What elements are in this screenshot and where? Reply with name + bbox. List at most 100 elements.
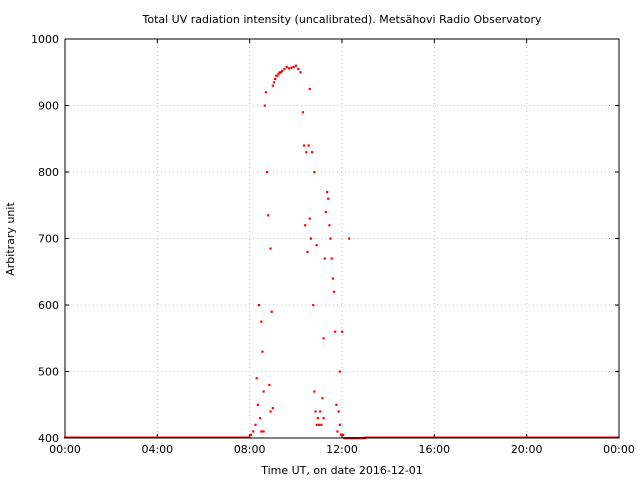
data-point: [306, 250, 309, 253]
data-point: [290, 66, 293, 69]
x-tick-label: 20:00: [511, 443, 543, 456]
data-point: [313, 390, 316, 393]
data-point: [274, 77, 277, 81]
data-point: [337, 410, 340, 413]
data-point: [312, 304, 315, 307]
data-point: [322, 417, 325, 420]
data-point: [338, 370, 341, 373]
data-point: [305, 151, 308, 154]
data-point: [269, 410, 272, 413]
data-point: [335, 403, 338, 406]
data-point: [287, 67, 291, 70]
data-point: [257, 304, 261, 307]
x-tick-label: 12:00: [326, 443, 358, 456]
x-tick-label: 08:00: [234, 443, 266, 456]
data-point: [315, 244, 318, 247]
data-point: [256, 403, 259, 406]
data-point: [301, 111, 304, 114]
data-point: [322, 337, 325, 340]
grid-lines: [65, 39, 619, 438]
data-point: [252, 430, 255, 433]
data-point: [319, 410, 322, 413]
y-axis-label: Arbitrary unit: [4, 202, 17, 276]
data-point: [314, 410, 317, 413]
y-tick-label: 400: [38, 432, 59, 445]
x-tick-label: 00:00: [603, 443, 635, 456]
data-point: [271, 84, 274, 87]
data-point: [341, 433, 344, 436]
data-point: [254, 423, 257, 426]
y-tick-label: 900: [38, 100, 59, 113]
data-point: [317, 423, 321, 426]
data-point: [285, 65, 288, 69]
data-points: [249, 64, 367, 440]
data-point: [260, 430, 263, 433]
data-point: [261, 350, 264, 353]
data-point: [342, 433, 345, 436]
data-point: [323, 257, 326, 260]
x-tick-label: 00:00: [49, 443, 81, 456]
data-point: [310, 151, 314, 154]
chart-title: Total UV radiation intensity (uncalibrat…: [142, 13, 542, 26]
data-point: [309, 237, 313, 240]
data-point: [308, 87, 311, 91]
data-point: [313, 171, 316, 174]
data-point: [332, 290, 336, 293]
data-point: [275, 74, 278, 77]
y-tick-label: 800: [38, 166, 59, 179]
data-point: [263, 104, 266, 107]
data-point: [341, 330, 344, 333]
data-point: [321, 397, 324, 400]
y-tick-label: 1000: [31, 33, 59, 46]
y-tick-label: 500: [38, 366, 59, 379]
data-point: [329, 237, 332, 240]
data-point: [347, 237, 351, 240]
data-point: [302, 144, 306, 147]
data-point: [255, 377, 258, 380]
data-point: [339, 433, 343, 436]
data-point: [269, 247, 272, 250]
data-point: [259, 417, 262, 420]
data-point: [336, 430, 339, 433]
data-point: [270, 310, 273, 313]
data-point: [278, 71, 281, 74]
data-point: [307, 144, 310, 147]
data-point: [292, 65, 295, 69]
data-point: [249, 433, 253, 436]
data-point: [294, 64, 298, 67]
data-point: [283, 67, 286, 71]
data-point: [331, 277, 334, 280]
y-tick-label: 700: [38, 233, 59, 246]
plot-frame: [64, 38, 620, 439]
data-point: [334, 330, 337, 333]
data-point: [268, 383, 271, 386]
x-tick-label: 16:00: [418, 443, 450, 456]
data-point: [276, 74, 279, 77]
data-point: [315, 423, 318, 426]
data-point: [325, 190, 329, 194]
data-point: [304, 224, 307, 227]
data-point: [320, 423, 323, 426]
data-point: [338, 423, 341, 426]
x-axis-label: Time UT, on date 2016-12-01: [260, 464, 423, 477]
data-point: [327, 197, 330, 200]
data-point: [279, 71, 283, 74]
data-point: [271, 407, 274, 410]
data-point: [328, 224, 331, 227]
data-point: [267, 214, 270, 217]
data-point: [262, 430, 265, 433]
data-point: [308, 217, 311, 220]
data-point: [262, 390, 265, 393]
data-point: [297, 67, 300, 71]
data-point: [265, 171, 269, 174]
data-point: [316, 417, 319, 420]
data-point: [280, 69, 284, 73]
data-point: [264, 91, 268, 94]
y-tick-label: 600: [38, 299, 59, 312]
x-tick-label: 04:00: [141, 443, 173, 456]
data-point: [260, 320, 263, 323]
data-point: [330, 257, 333, 260]
data-point: [299, 71, 302, 74]
axis-ticks: 400 500 600 700 800 900 1000 00:00 04:00 08:00 12:…: [31, 33, 635, 456]
